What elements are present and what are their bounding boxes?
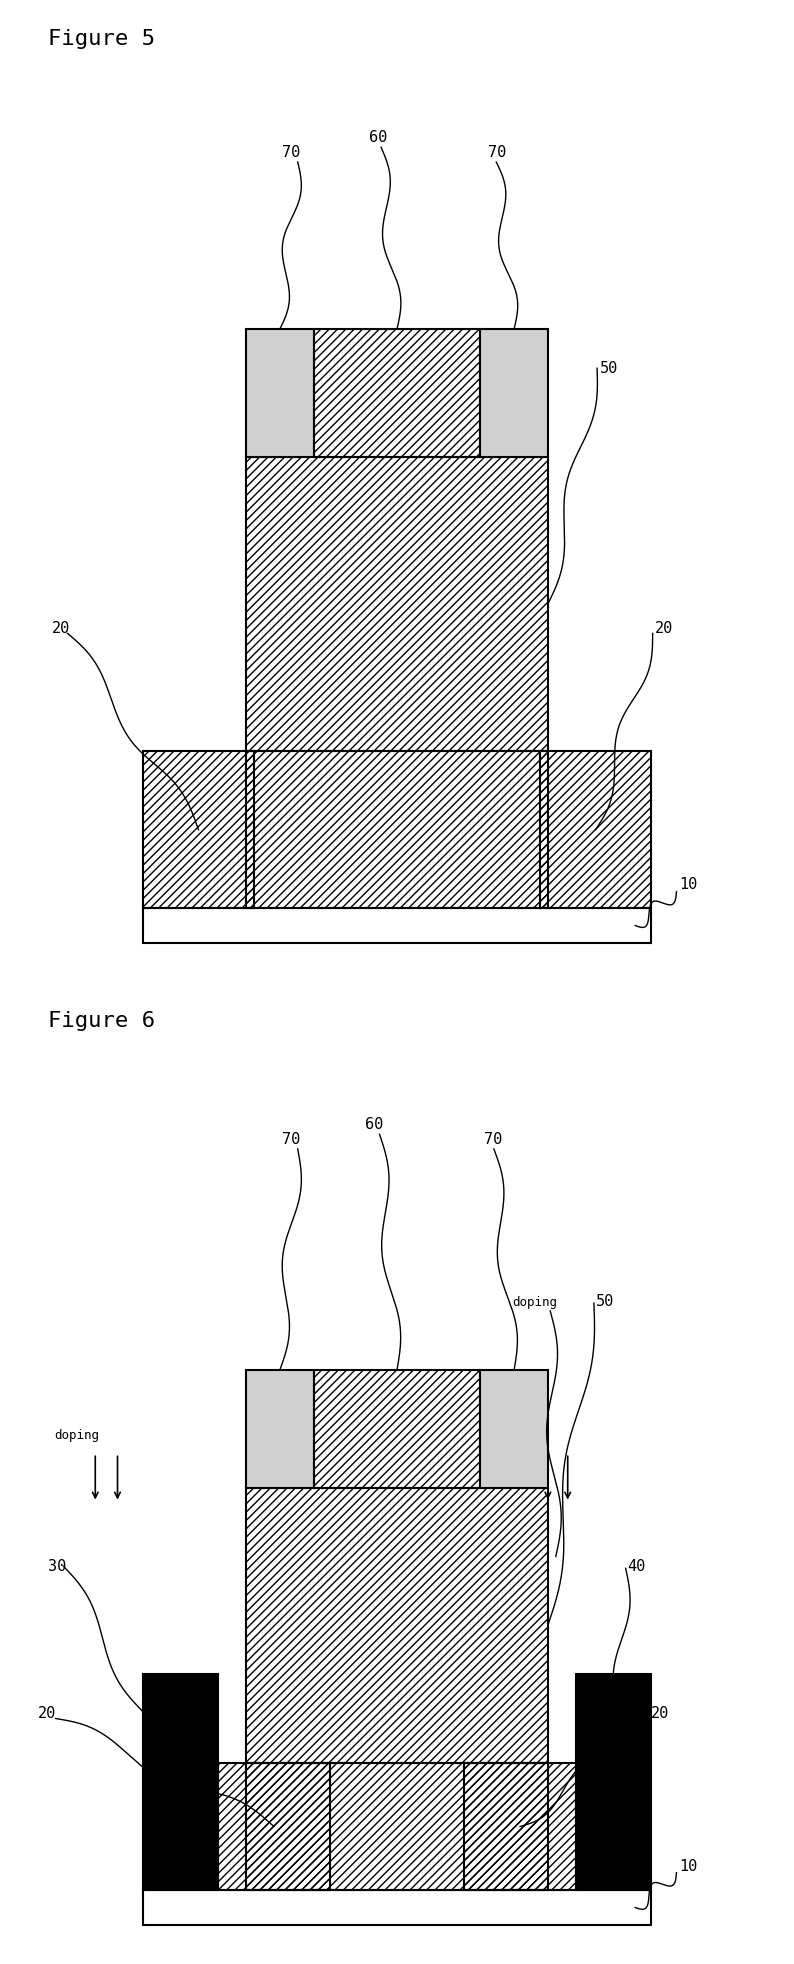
Bar [143, 907, 651, 943]
Text: 60: 60 [369, 130, 387, 145]
Text: 70: 70 [282, 1131, 300, 1147]
Text: 50: 50 [599, 361, 618, 377]
Bar [143, 1673, 218, 1889]
Bar [246, 752, 548, 907]
Text: 50: 50 [596, 1294, 614, 1310]
Text: Figure 6: Figure 6 [48, 1011, 155, 1031]
Bar [480, 1371, 548, 1489]
Text: 20: 20 [52, 621, 70, 636]
Text: 70: 70 [484, 1131, 503, 1147]
Text: 60: 60 [365, 1118, 384, 1133]
Bar [143, 752, 254, 907]
Bar [576, 1673, 651, 1889]
Text: Figure 5: Figure 5 [48, 29, 155, 49]
Text: 70: 70 [282, 145, 300, 161]
Text: doping: doping [54, 1428, 99, 1442]
Bar [143, 1889, 651, 1925]
Text: 20: 20 [651, 1707, 669, 1722]
Text: 40: 40 [627, 1559, 646, 1575]
Bar [480, 330, 548, 458]
Bar [246, 1764, 548, 1889]
Bar [246, 458, 548, 752]
Text: 30: 30 [48, 1559, 66, 1575]
Bar [314, 330, 480, 458]
Bar [540, 752, 651, 907]
Bar [464, 1764, 576, 1889]
Bar [314, 1371, 480, 1489]
Text: 70: 70 [488, 145, 507, 161]
Bar [246, 1489, 548, 1764]
Text: 10: 10 [679, 876, 697, 892]
Text: 10: 10 [679, 1858, 697, 1874]
Text: 20: 20 [655, 621, 673, 636]
Bar [246, 330, 314, 458]
Bar [218, 1764, 330, 1889]
Bar [246, 1371, 314, 1489]
Text: 20: 20 [38, 1707, 56, 1722]
Text: doping: doping [512, 1296, 557, 1310]
